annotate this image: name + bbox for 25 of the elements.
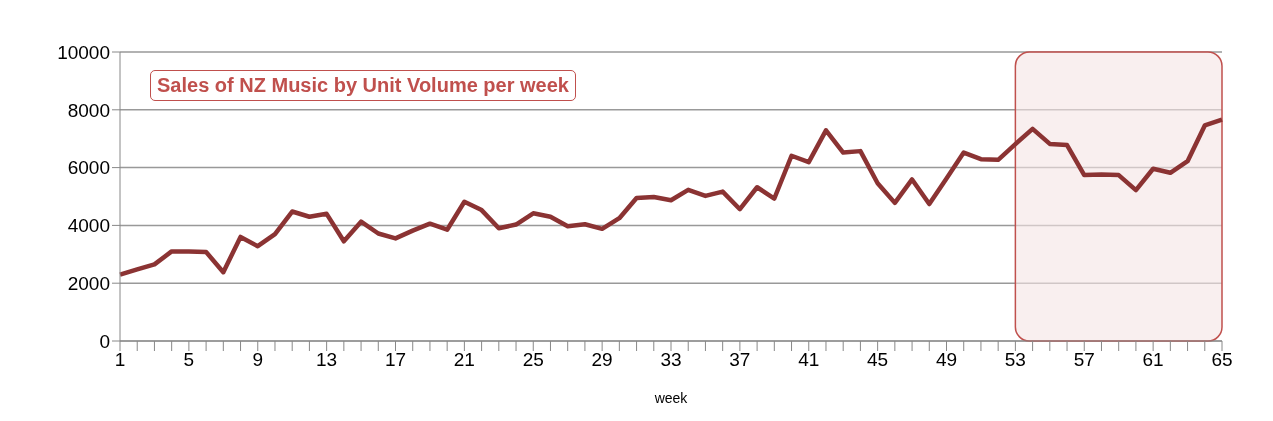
x-tick-label: 33 (660, 349, 682, 371)
y-tick-label: 6000 (67, 157, 110, 179)
x-tick-label: 13 (316, 349, 338, 371)
y-tick-label: 10000 (57, 41, 110, 63)
x-tick-label: 1 (114, 349, 126, 371)
x-tick-label: 41 (798, 349, 820, 371)
y-tick-label: 0 (99, 330, 110, 352)
x-tick-label: 29 (591, 349, 613, 371)
x-tick-label: 25 (522, 349, 544, 371)
x-tick-label: 45 (867, 349, 889, 371)
x-tick-label: 5 (183, 349, 195, 371)
x-tick-label: 9 (252, 349, 264, 371)
text: Sales of NZ Music by Unit Volume per week (150, 70, 576, 101)
x-tick-label: 21 (453, 349, 475, 371)
y-tick-label: 2000 (67, 272, 110, 294)
x-tick-label: 49 (935, 349, 958, 371)
x-tick-label: 37 (729, 349, 751, 371)
x-tick-label: 17 (384, 349, 407, 371)
x-tick-label: 61 (1142, 349, 1164, 371)
y-tick-label: 4000 (67, 215, 110, 237)
x-axis-title: week (653, 390, 689, 406)
y-tick-label: 8000 (67, 99, 110, 121)
x-tick-label: 53 (1004, 349, 1026, 371)
x-tick-label: 57 (1073, 349, 1095, 371)
x-tick-label: 65 (1211, 349, 1233, 371)
